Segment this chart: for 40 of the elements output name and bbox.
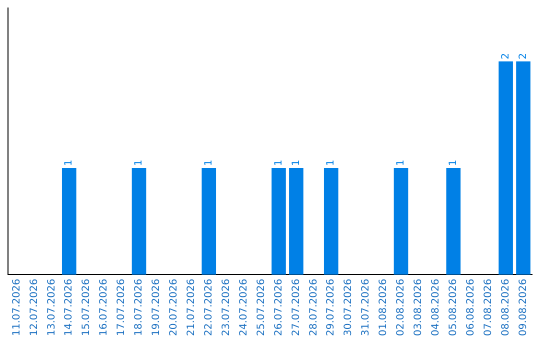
x-tick-label: 07.08.2026 (482, 278, 494, 336)
x-tick-label: 12.07.2026 (28, 278, 40, 336)
x-tick-label: 04.08.2026 (430, 278, 442, 336)
x-tick-label: 22.07.2026 (203, 278, 214, 336)
x-tick-label: 24.07.2026 (238, 278, 250, 336)
data-label: 1 (134, 160, 145, 166)
x-tick-label: 19.07.2026 (151, 278, 162, 336)
data-label: 1 (203, 160, 214, 166)
x-tick-label: 05.08.2026 (448, 278, 459, 336)
data-label: 1 (396, 160, 407, 166)
x-tick-label: 02.08.2026 (396, 278, 407, 336)
data-label: 1 (448, 160, 459, 166)
x-tick-label: 14.07.2026 (64, 278, 75, 336)
x-tick-label: 27.07.2026 (290, 278, 302, 336)
x-tick-label: 09.08.2026 (518, 278, 529, 336)
data-label: 1 (64, 160, 75, 166)
x-tick-label: 21.07.2026 (186, 278, 197, 336)
data-label: 1 (290, 160, 302, 166)
x-tick-label: 08.08.2026 (500, 278, 512, 336)
x-tick-label: 31.07.2026 (360, 278, 372, 336)
x-tick-label: 26.07.2026 (273, 278, 284, 336)
x-tick-label: 01.08.2026 (378, 278, 390, 336)
x-tick-label: 11.07.2026 (11, 278, 22, 336)
x-tick-label: 20.07.2026 (168, 278, 180, 336)
x-tick-label: 18.07.2026 (134, 278, 145, 336)
x-tick-label: 23.07.2026 (220, 278, 232, 336)
data-label: 2 (518, 52, 529, 60)
x-tick-label: 13.07.2026 (46, 278, 58, 336)
x-tick-label: 25.07.2026 (256, 278, 267, 336)
x-tick-label: 16.07.2026 (98, 278, 110, 336)
data-label: 2 (500, 52, 512, 60)
x-tick-label: 03.08.2026 (413, 278, 424, 336)
x-tick-label: 30.07.2026 (343, 278, 354, 336)
x-tick-label: 06.08.2026 (465, 278, 476, 336)
x-tick-label: 29.07.2026 (326, 278, 337, 336)
x-tick-label: 17.07.2026 (116, 278, 128, 336)
x-tick-label: 28.07.2026 (308, 278, 320, 336)
data-label: 1 (326, 160, 337, 166)
data-label: 1 (273, 160, 284, 166)
x-tick-label: 15.07.2026 (81, 278, 92, 336)
